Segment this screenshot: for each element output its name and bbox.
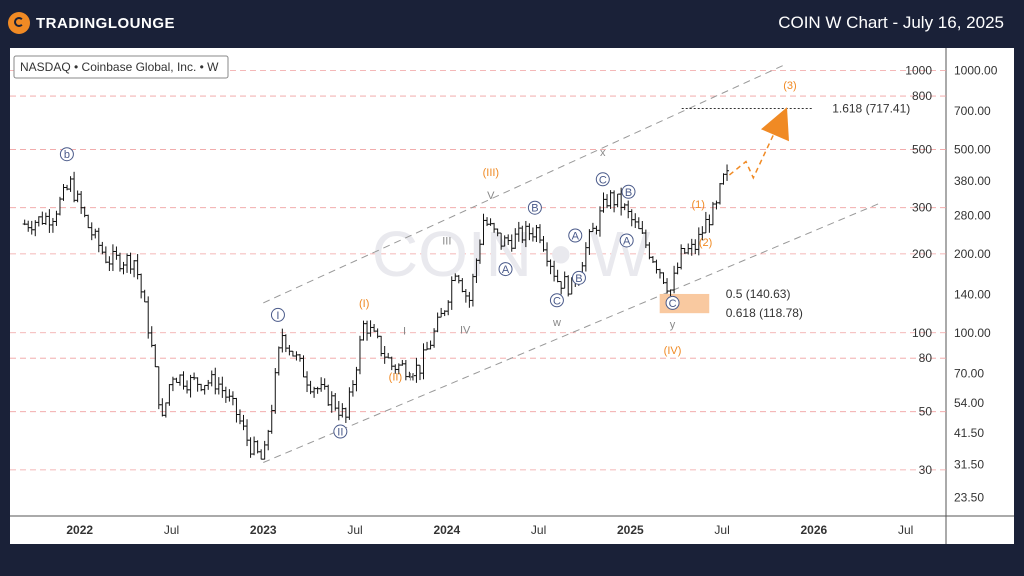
wave-label-iii: (III) — [483, 167, 500, 179]
price-axis-label: 280.00 — [954, 209, 991, 223]
wave-label-circle — [619, 233, 634, 248]
price-axis-label: 380.00 — [954, 174, 991, 188]
left-grid-label: 80 — [919, 351, 933, 365]
wave-label-a: A — [623, 235, 631, 247]
wave-label-y: y — [670, 319, 676, 331]
wave-label-c: C — [553, 295, 561, 307]
brand-name: TRADINGLOUNGE — [36, 14, 175, 32]
wave-label-circle — [595, 172, 610, 187]
symbol-legend: NASDAQ • Coinbase Global, Inc. • W — [13, 55, 229, 79]
wave-label-b: B — [531, 203, 538, 215]
left-grid-label: 200 — [912, 247, 932, 261]
price-axis-label: 200.00 — [954, 247, 991, 261]
price-axis-label: 54.00 — [954, 396, 984, 410]
wave-label-3: (3) — [783, 80, 796, 92]
time-axis-label: Jul — [898, 523, 913, 537]
price-axis-label: 31.50 — [954, 457, 984, 471]
fib-label-0-618: 0.618 (118.78) — [726, 306, 803, 320]
symbol-legend-box — [13, 55, 229, 79]
wave-label-circle — [498, 262, 513, 277]
chart-panel[interactable]: COIN • W 1000 800 500 300 200 100 80 50 30 1000.00… — [10, 48, 1014, 544]
left-grid-label: 30 — [919, 463, 933, 477]
wave-label-i: (I) — [359, 298, 369, 310]
price-axis-label: 70.00 — [954, 366, 984, 380]
wave-label-b: B — [625, 187, 632, 199]
price-axis-label: 500.00 — [954, 143, 991, 157]
wave-label-circle — [568, 228, 583, 243]
wave-label-ii: II — [337, 427, 343, 439]
time-axis-label: Jul — [531, 523, 546, 537]
left-grid-label: 800 — [912, 89, 932, 103]
time-axis-label: 2022 — [66, 523, 93, 537]
wave-label-iv: (IV) — [664, 345, 682, 357]
wave-label-circle — [527, 200, 542, 215]
wave-label-c: C — [599, 174, 607, 186]
time-axis-label: 2025 — [617, 523, 644, 537]
tradinglounge-logo-icon — [8, 12, 30, 34]
price-axis-label: 23.50 — [954, 491, 984, 505]
wave-label-ii: II — [409, 372, 415, 384]
brand-logo: TRADINGLOUNGE — [8, 10, 175, 36]
time-axis-label: Jul — [714, 523, 729, 537]
price-chart-svg[interactable]: COIN • W 1000 800 500 300 200 100 80 50 30 1000.00… — [10, 48, 1014, 544]
left-grid-label: 1000 — [905, 64, 932, 78]
wave-label-x: x — [600, 147, 606, 159]
left-grid-label: 100 — [912, 326, 932, 340]
symbol-legend-text: NASDAQ • Coinbase Global, Inc. • W — [20, 60, 219, 74]
wave-label-a: A — [572, 231, 580, 243]
projection-path — [728, 130, 776, 180]
wave-label-circle — [333, 424, 348, 439]
price-axis-label: 100.00 — [954, 326, 991, 340]
channel-lower-line — [263, 203, 879, 463]
time-axis-label: 2024 — [433, 523, 460, 537]
left-grid-label: 500 — [912, 143, 932, 157]
wave-label-circle — [59, 147, 74, 162]
wave-label-circle — [549, 293, 564, 308]
price-axis-label: 1000.00 — [954, 64, 998, 78]
wave-label-1: (1) — [692, 199, 705, 211]
wave-label-v: V — [487, 190, 495, 202]
wave-label-c: C — [669, 298, 677, 310]
wave-label-circle — [571, 270, 586, 285]
time-axis-label: Jul — [347, 523, 362, 537]
wave-label-a: A — [502, 264, 510, 276]
price-axis-label: 140.00 — [954, 287, 991, 301]
price-axis-label: 700.00 — [954, 104, 991, 118]
wave-label-b: b — [64, 149, 70, 161]
fib-label-0-5: 0.5 (140.63) — [726, 287, 791, 301]
chart-header-title: COIN W Chart - July 16, 2025 — [778, 13, 1004, 32]
wave-label-iii: III — [442, 235, 451, 247]
time-axis-label: Jul — [164, 523, 179, 537]
time-axis-label: 2026 — [801, 523, 828, 537]
price-axis-label: 41.50 — [954, 426, 984, 440]
wave-label-circle — [270, 307, 285, 322]
wave-label-iv: IV — [460, 324, 471, 336]
wave-label-circle — [621, 184, 636, 199]
time-axis-label: 2023 — [250, 523, 277, 537]
wave-label-i: I — [276, 310, 279, 322]
wave-label-i: I — [403, 326, 406, 338]
candles-group — [22, 164, 730, 460]
wave-label-circle — [665, 295, 680, 310]
wave-label-b: B — [575, 273, 582, 285]
wave-label-2: (2) — [699, 237, 712, 249]
left-grid-label: 300 — [912, 201, 932, 215]
wave-label-w: w — [552, 317, 561, 329]
left-grid-label: 50 — [919, 405, 933, 419]
fib-label-1-618: 1.618 (717.41) — [832, 101, 910, 115]
target-triangle — [760, 107, 789, 142]
wave-label-ii: (II) — [389, 372, 402, 384]
chart-watermark: COIN • W — [372, 218, 651, 290]
